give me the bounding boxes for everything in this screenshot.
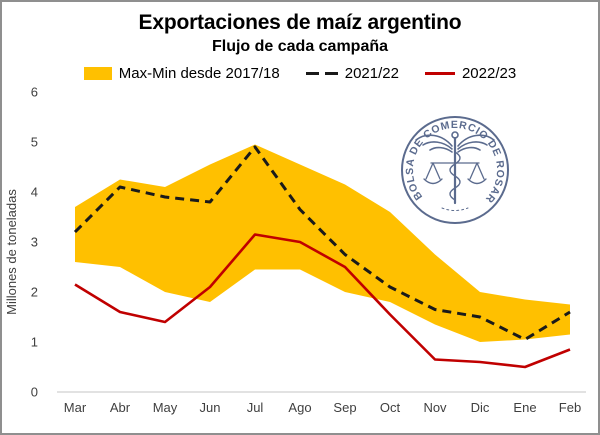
legend-label-band: Max-Min desde 2017/18	[118, 65, 280, 82]
legend-item-2021-22: 2021/22	[305, 65, 399, 82]
plot-area: 0 1 2 3 4 5 6 Mar Abr May Jun Jul Ago Sep Oct Nov Dic Ene…	[31, 85, 586, 415]
dashed-line-swatch	[305, 71, 338, 76]
x-tick-label: Ene	[513, 400, 536, 415]
chart-subtitle: Flujo de cada campaña	[211, 38, 389, 55]
x-tick-label: Nov	[423, 400, 447, 415]
y-tick-label: 1	[31, 335, 38, 350]
x-tick-label: Jul	[247, 400, 264, 415]
x-tick-label: Abr	[110, 400, 131, 415]
y-tick-label: 0	[31, 385, 38, 400]
series-line-2021-22	[73, 145, 571, 341]
y-tick-label: 5	[31, 135, 38, 150]
y-tick-label: 3	[31, 235, 38, 250]
y-axis-title: Millones de toneladas	[4, 189, 19, 315]
band-swatch	[83, 67, 112, 80]
chart-canvas: Millones de toneladas 0 1 2 3 4 5 6 Mar Abr May Ju…	[2, 82, 586, 415]
legend-item-band: Max-Min desde 2017/18	[83, 65, 280, 82]
seal-ring	[401, 116, 509, 224]
legend-label-2021-22: 2021/22	[344, 65, 399, 82]
x-tick-label: May	[153, 400, 178, 415]
legend-item-2022-23: 2022/23	[424, 65, 517, 82]
min-max-band	[75, 144, 570, 342]
x-tick-label: Oct	[380, 400, 401, 415]
x-tick-label: Ago	[288, 400, 311, 415]
solid-line-swatch	[424, 72, 455, 75]
x-tick-label: Dic	[471, 400, 490, 415]
y-tick-label: 6	[31, 85, 38, 100]
legend: Max-Min desde 2017/18 2021/22 2022/23	[2, 65, 598, 82]
y-tick-label: 2	[31, 285, 38, 300]
legend-label-2022-23: 2022/23	[461, 65, 517, 82]
x-tick-label: Sep	[333, 400, 356, 415]
seal-bottom-text-arc	[441, 207, 469, 211]
series-line-2022-23	[74, 233, 571, 369]
caduceus-staff-icon	[449, 131, 461, 205]
x-tick-label: Mar	[64, 400, 87, 415]
chart-title: Exportaciones de maíz argentino	[138, 11, 462, 34]
x-tick-label: Jun	[200, 400, 221, 415]
balance-scales-icon	[423, 162, 487, 185]
y-tick-label: 4	[31, 185, 38, 200]
caduceus-wings-icon	[415, 134, 495, 153]
x-tick-label: Feb	[559, 400, 581, 415]
